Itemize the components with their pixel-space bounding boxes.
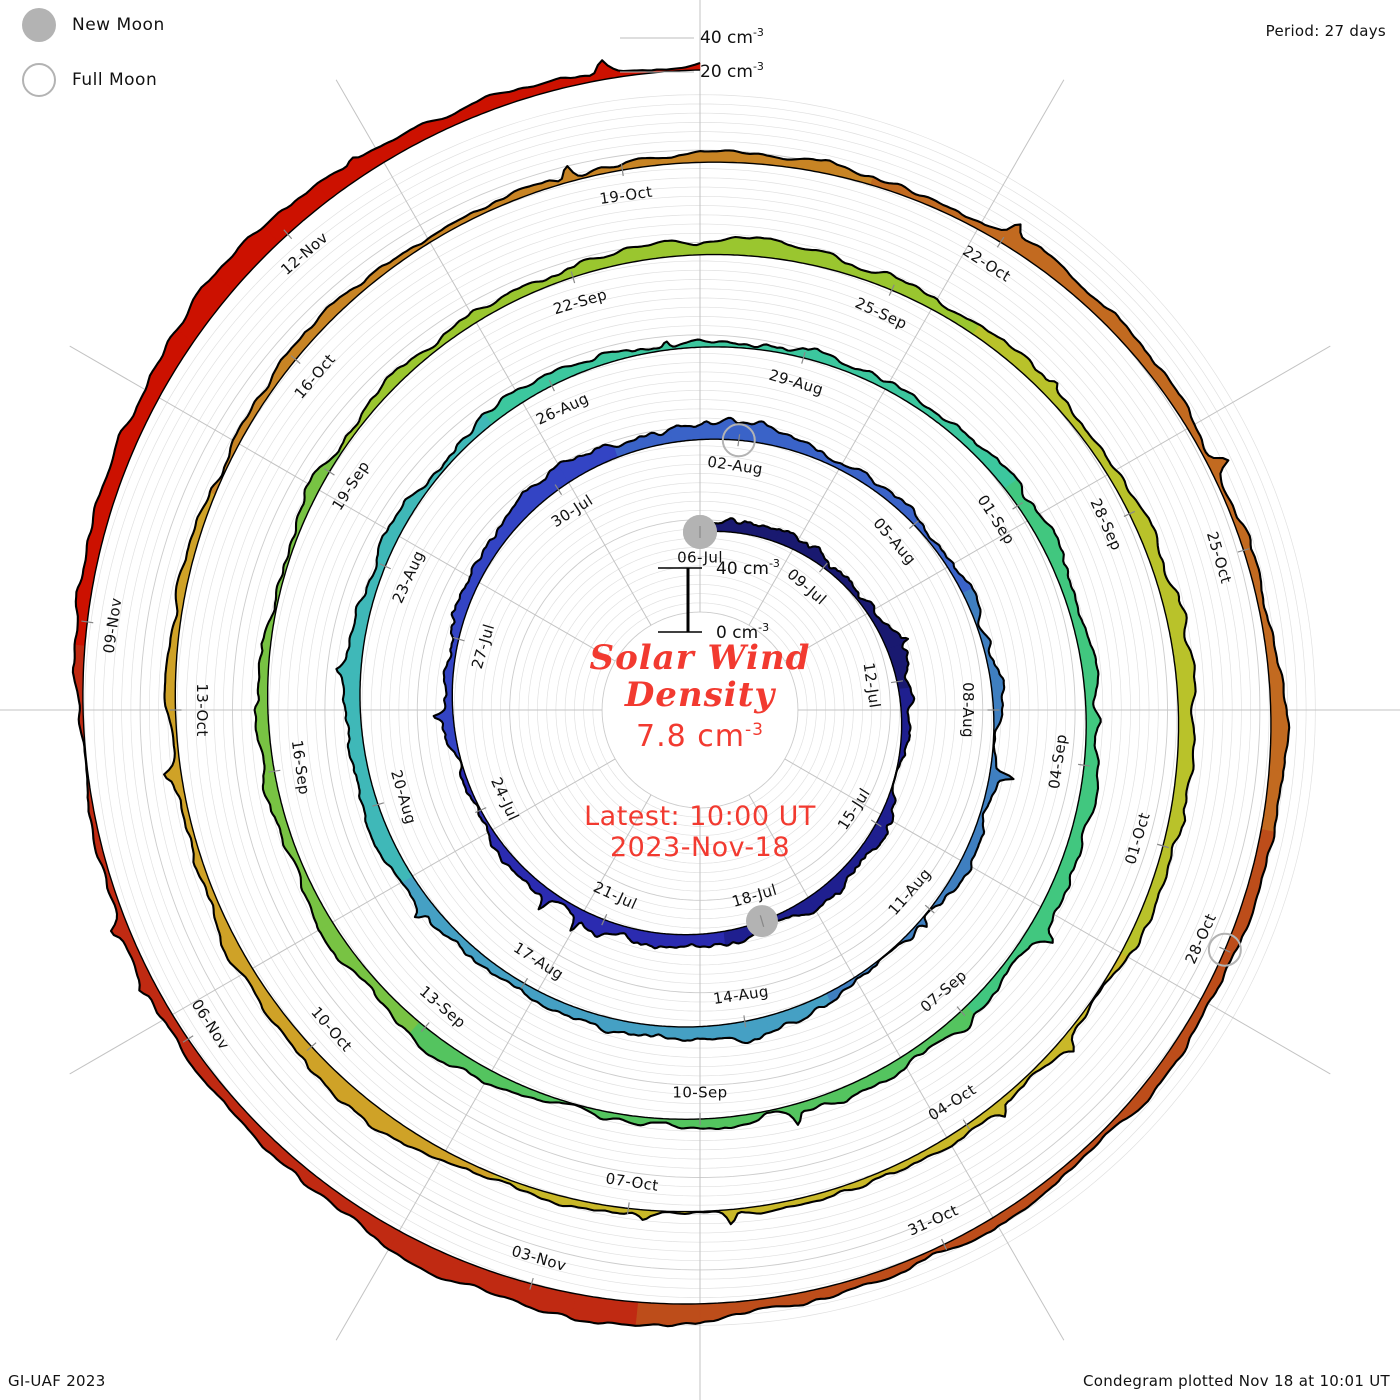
- legend-new-moon-label: New Moon: [72, 15, 165, 35]
- date-label: 03-Nov: [509, 1242, 568, 1275]
- date-label: 09-Jul: [784, 565, 830, 609]
- date-label: 29-Aug: [767, 366, 826, 399]
- date-label: 30-Jul: [548, 491, 596, 531]
- full-moon-icon: [22, 63, 56, 97]
- full-moon-marker: [721, 423, 756, 458]
- moon-markers: [683, 423, 1242, 967]
- new-moon-icon: [22, 8, 56, 42]
- svg-text:20 cm-3: 20 cm-3: [700, 60, 764, 82]
- legend-full-moon: Full Moon: [22, 63, 157, 97]
- scale-bar: 40 cm-3 0 cm-3: [658, 557, 780, 643]
- scale-bar-min-label: 0 cm-3: [716, 621, 769, 643]
- date-label: 10-Sep: [672, 1084, 727, 1102]
- top-scale-label: 20 cm-3: [620, 60, 764, 82]
- date-label: 19-Sep: [328, 458, 373, 514]
- spiral-data-series: [71, 59, 1291, 1328]
- date-label: 04-Oct: [925, 1080, 980, 1124]
- scale-bar-max-label: 40 cm-3: [716, 557, 780, 579]
- date-label: 17-Aug: [510, 938, 567, 983]
- date-label: 08-Aug: [959, 682, 977, 738]
- date-label: 23-Aug: [389, 548, 429, 606]
- date-label: 09-Nov: [100, 596, 126, 654]
- date-label: 06-Jul: [677, 549, 723, 567]
- period-label: Period: 27 days: [1265, 22, 1386, 40]
- date-label: 25-Sep: [852, 294, 910, 333]
- date-label: 21-Jul: [591, 878, 640, 913]
- date-label: 31-Oct: [905, 1201, 961, 1239]
- credit-label: GI-UAF 2023: [8, 1372, 106, 1390]
- date-label: 20-Aug: [387, 768, 420, 827]
- date-label: 12-Jul: [860, 661, 884, 709]
- scale-annotations: 40 cm-3 20 cm-3 40 cm-3 0 cm-3: [620, 26, 780, 643]
- date-label: 13-Oct: [193, 683, 211, 736]
- date-label: 14-Aug: [712, 982, 770, 1008]
- legend-full-moon-label: Full Moon: [72, 70, 158, 90]
- date-label: 07-Oct: [604, 1169, 659, 1194]
- date-label: 16-Oct: [291, 350, 339, 402]
- top-scale-label: 40 cm-3: [620, 26, 764, 48]
- date-label: 04-Sep: [1045, 733, 1071, 790]
- date-label: 22-Oct: [960, 242, 1015, 286]
- date-label: 16-Sep: [288, 739, 314, 796]
- plotted-timestamp: Condegram plotted Nov 18 at 10:01 UT: [1083, 1372, 1390, 1390]
- date-label: 24-Jul: [487, 775, 522, 824]
- svg-text:40 cm-3: 40 cm-3: [700, 26, 764, 48]
- full-moon-marker: [1207, 932, 1242, 967]
- date-label: 02-Aug: [706, 453, 764, 479]
- legend-new-moon: New Moon: [22, 8, 165, 42]
- date-label: 25-Oct: [1203, 529, 1235, 585]
- date-label: 10-Oct: [307, 1003, 355, 1055]
- date-label: 22-Sep: [551, 285, 609, 318]
- date-label: 13-Sep: [416, 982, 469, 1032]
